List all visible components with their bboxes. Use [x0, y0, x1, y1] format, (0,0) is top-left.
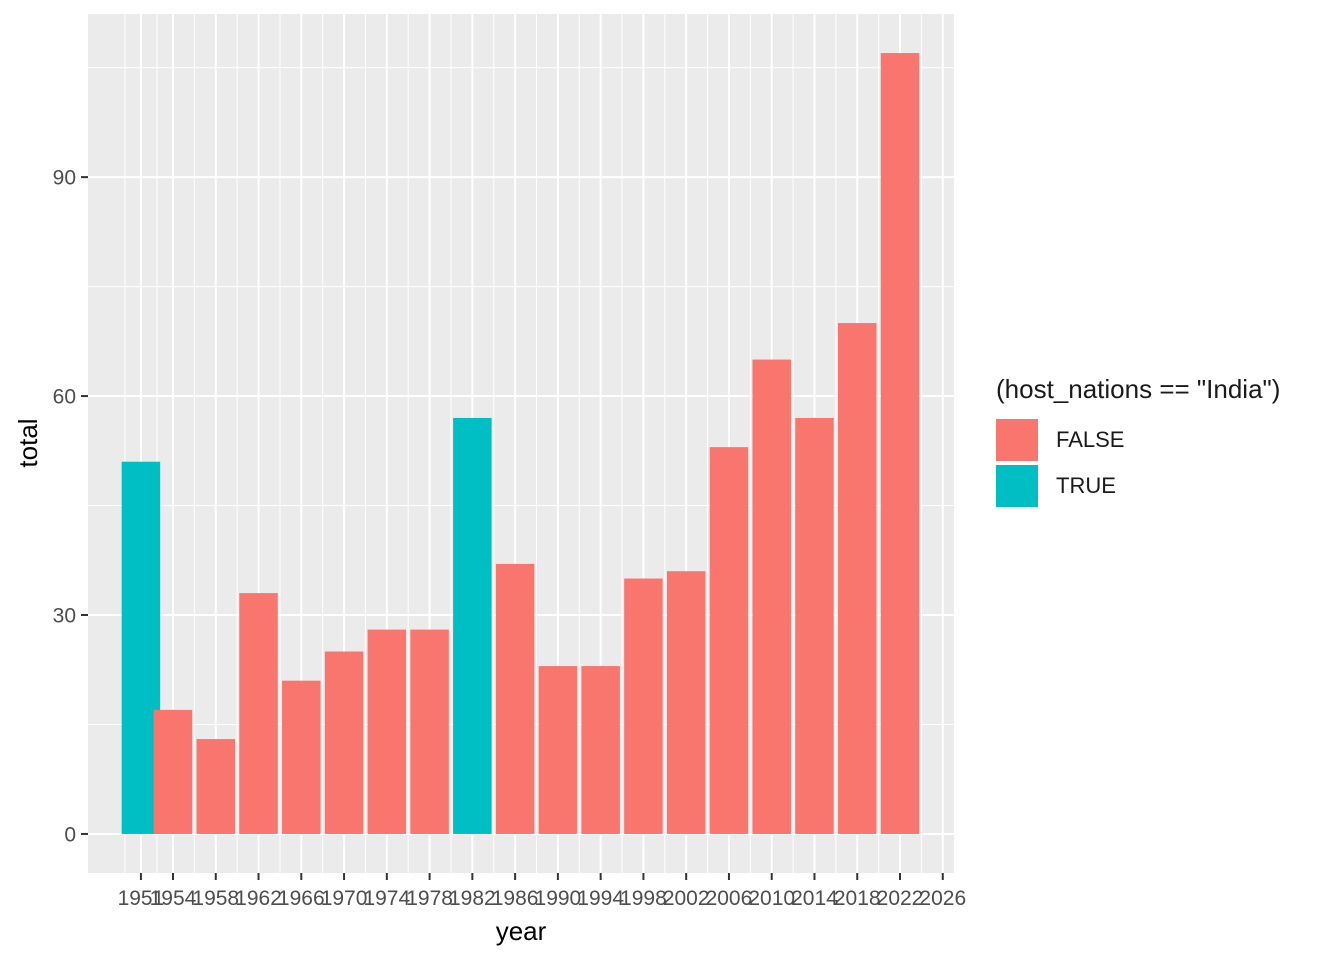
bar-2006	[709, 447, 749, 834]
bar-2010	[752, 359, 791, 834]
legend: (host_nations == "India") FALSE TRUE	[996, 374, 1280, 509]
bar-1974	[367, 629, 407, 834]
y-tick-label: 60	[53, 386, 76, 409]
minor-gridlines	[88, 14, 954, 873]
y-tick-label: 90	[53, 167, 76, 190]
bar-1966	[282, 680, 321, 834]
bar-2018	[837, 323, 877, 834]
x-tick-label: 1970	[321, 887, 368, 910]
bar-1962	[239, 593, 278, 834]
x-tick-label: 2002	[663, 887, 710, 910]
legend-swatch-false	[996, 419, 1038, 461]
legend-label-true: TRUE	[1056, 473, 1116, 498]
x-tick-label: 2014	[791, 887, 838, 910]
bar-1954	[153, 709, 193, 834]
x-tick-label: 2010	[748, 887, 795, 910]
bar-1990	[538, 666, 578, 834]
bar-1998	[624, 578, 663, 834]
x-tick-label: 2026	[919, 887, 966, 910]
y-tick-label: 30	[53, 605, 76, 628]
legend-swatch-true	[996, 465, 1038, 507]
legend-label-false: FALSE	[1056, 427, 1125, 452]
bar-2002	[666, 571, 706, 834]
bar-1986	[495, 563, 535, 834]
bar-1970	[324, 651, 364, 834]
x-axis-title: year	[496, 916, 547, 946]
legend-title: (host_nations == "India")	[996, 374, 1281, 404]
bar-1978	[410, 629, 449, 834]
x-tick-label: 1982	[449, 887, 496, 910]
bar-1958	[196, 739, 236, 834]
y-tick-label: 0	[64, 823, 76, 846]
legend-item-true: TRUE	[996, 463, 1280, 509]
x-tick-label: 1966	[278, 887, 325, 910]
x-tick-label: 1962	[235, 887, 282, 910]
x-tick-label: 1974	[363, 887, 410, 910]
x-tick-label: 2022	[877, 887, 924, 910]
x-axis-ticks: 1951195419581962196619701974197819821986…	[118, 873, 966, 910]
x-tick-label: 1990	[535, 887, 582, 910]
bar-2014	[795, 417, 834, 834]
x-tick-label: 2018	[834, 887, 881, 910]
y-axis-title: total	[13, 418, 43, 467]
x-tick-label: 1958	[192, 887, 239, 910]
bar-1994	[581, 666, 620, 834]
bar-2022	[880, 53, 920, 834]
bars	[121, 53, 920, 834]
x-tick-label: 1978	[406, 887, 453, 910]
y-axis-ticks: 0 30 60 90	[53, 167, 88, 846]
x-tick-label: 1951	[118, 887, 165, 910]
x-tick-label: 1998	[620, 887, 667, 910]
legend-item-false: FALSE	[996, 417, 1280, 463]
x-tick-label: 2006	[706, 887, 753, 910]
x-tick-label: 1954	[150, 887, 197, 910]
x-tick-label: 1994	[577, 887, 624, 910]
x-tick-label: 1986	[492, 887, 539, 910]
bar-1982	[453, 417, 492, 834]
